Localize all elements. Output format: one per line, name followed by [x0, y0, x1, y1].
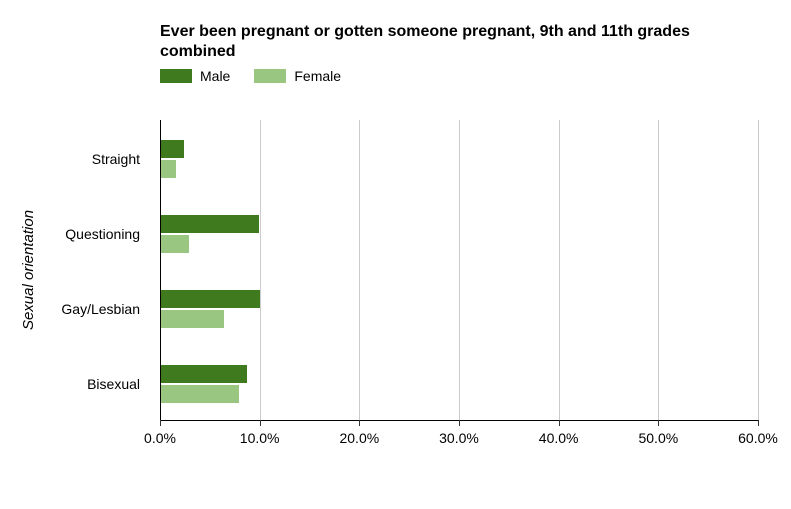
bar-male [161, 140, 184, 158]
bar-female [161, 385, 239, 403]
x-tick-label: 40.0% [539, 430, 579, 446]
chart-container: Ever been pregnant or gotten someone pre… [0, 0, 791, 509]
gridline [260, 120, 261, 420]
bar-female [161, 310, 224, 328]
x-tick-label: 30.0% [439, 430, 479, 446]
bar-female [161, 160, 176, 178]
bar-male [161, 290, 260, 308]
legend-swatch-female [254, 69, 286, 83]
x-tick-label: 50.0% [638, 430, 678, 446]
x-tick-label: 0.0% [144, 430, 176, 446]
bar-male [161, 215, 259, 233]
category-label: Questioning [0, 226, 150, 242]
legend-label-male: Male [200, 68, 230, 84]
category-label: Gay/Lesbian [0, 301, 150, 317]
gridline [758, 120, 759, 420]
x-tick-mark [459, 420, 460, 426]
legend-label-female: Female [294, 68, 341, 84]
gridline [459, 120, 460, 420]
gridline [658, 120, 659, 420]
legend-swatch-male [160, 69, 192, 83]
x-tick-label: 60.0% [738, 430, 778, 446]
x-tick-mark [559, 420, 560, 426]
legend-item-male: Male [160, 68, 230, 84]
x-tick-mark [359, 420, 360, 426]
x-tick-label: 10.0% [240, 430, 280, 446]
plot-area [160, 120, 758, 420]
category-label: Bisexual [0, 376, 150, 392]
gridline [359, 120, 360, 420]
gridline [559, 120, 560, 420]
bar-male [161, 365, 247, 383]
x-tick-mark [758, 420, 759, 426]
x-tick-mark [658, 420, 659, 426]
x-tick-mark [260, 420, 261, 426]
x-tick-mark [160, 420, 161, 426]
bar-female [161, 235, 189, 253]
category-label: Straight [0, 151, 150, 167]
legend: Male Female [160, 68, 341, 84]
y-axis-labels: Straight Questioning Gay/Lesbian Bisexual [0, 120, 150, 420]
x-tick-label: 20.0% [339, 430, 379, 446]
legend-item-female: Female [254, 68, 341, 84]
chart-title: Ever been pregnant or gotten someone pre… [160, 22, 720, 62]
